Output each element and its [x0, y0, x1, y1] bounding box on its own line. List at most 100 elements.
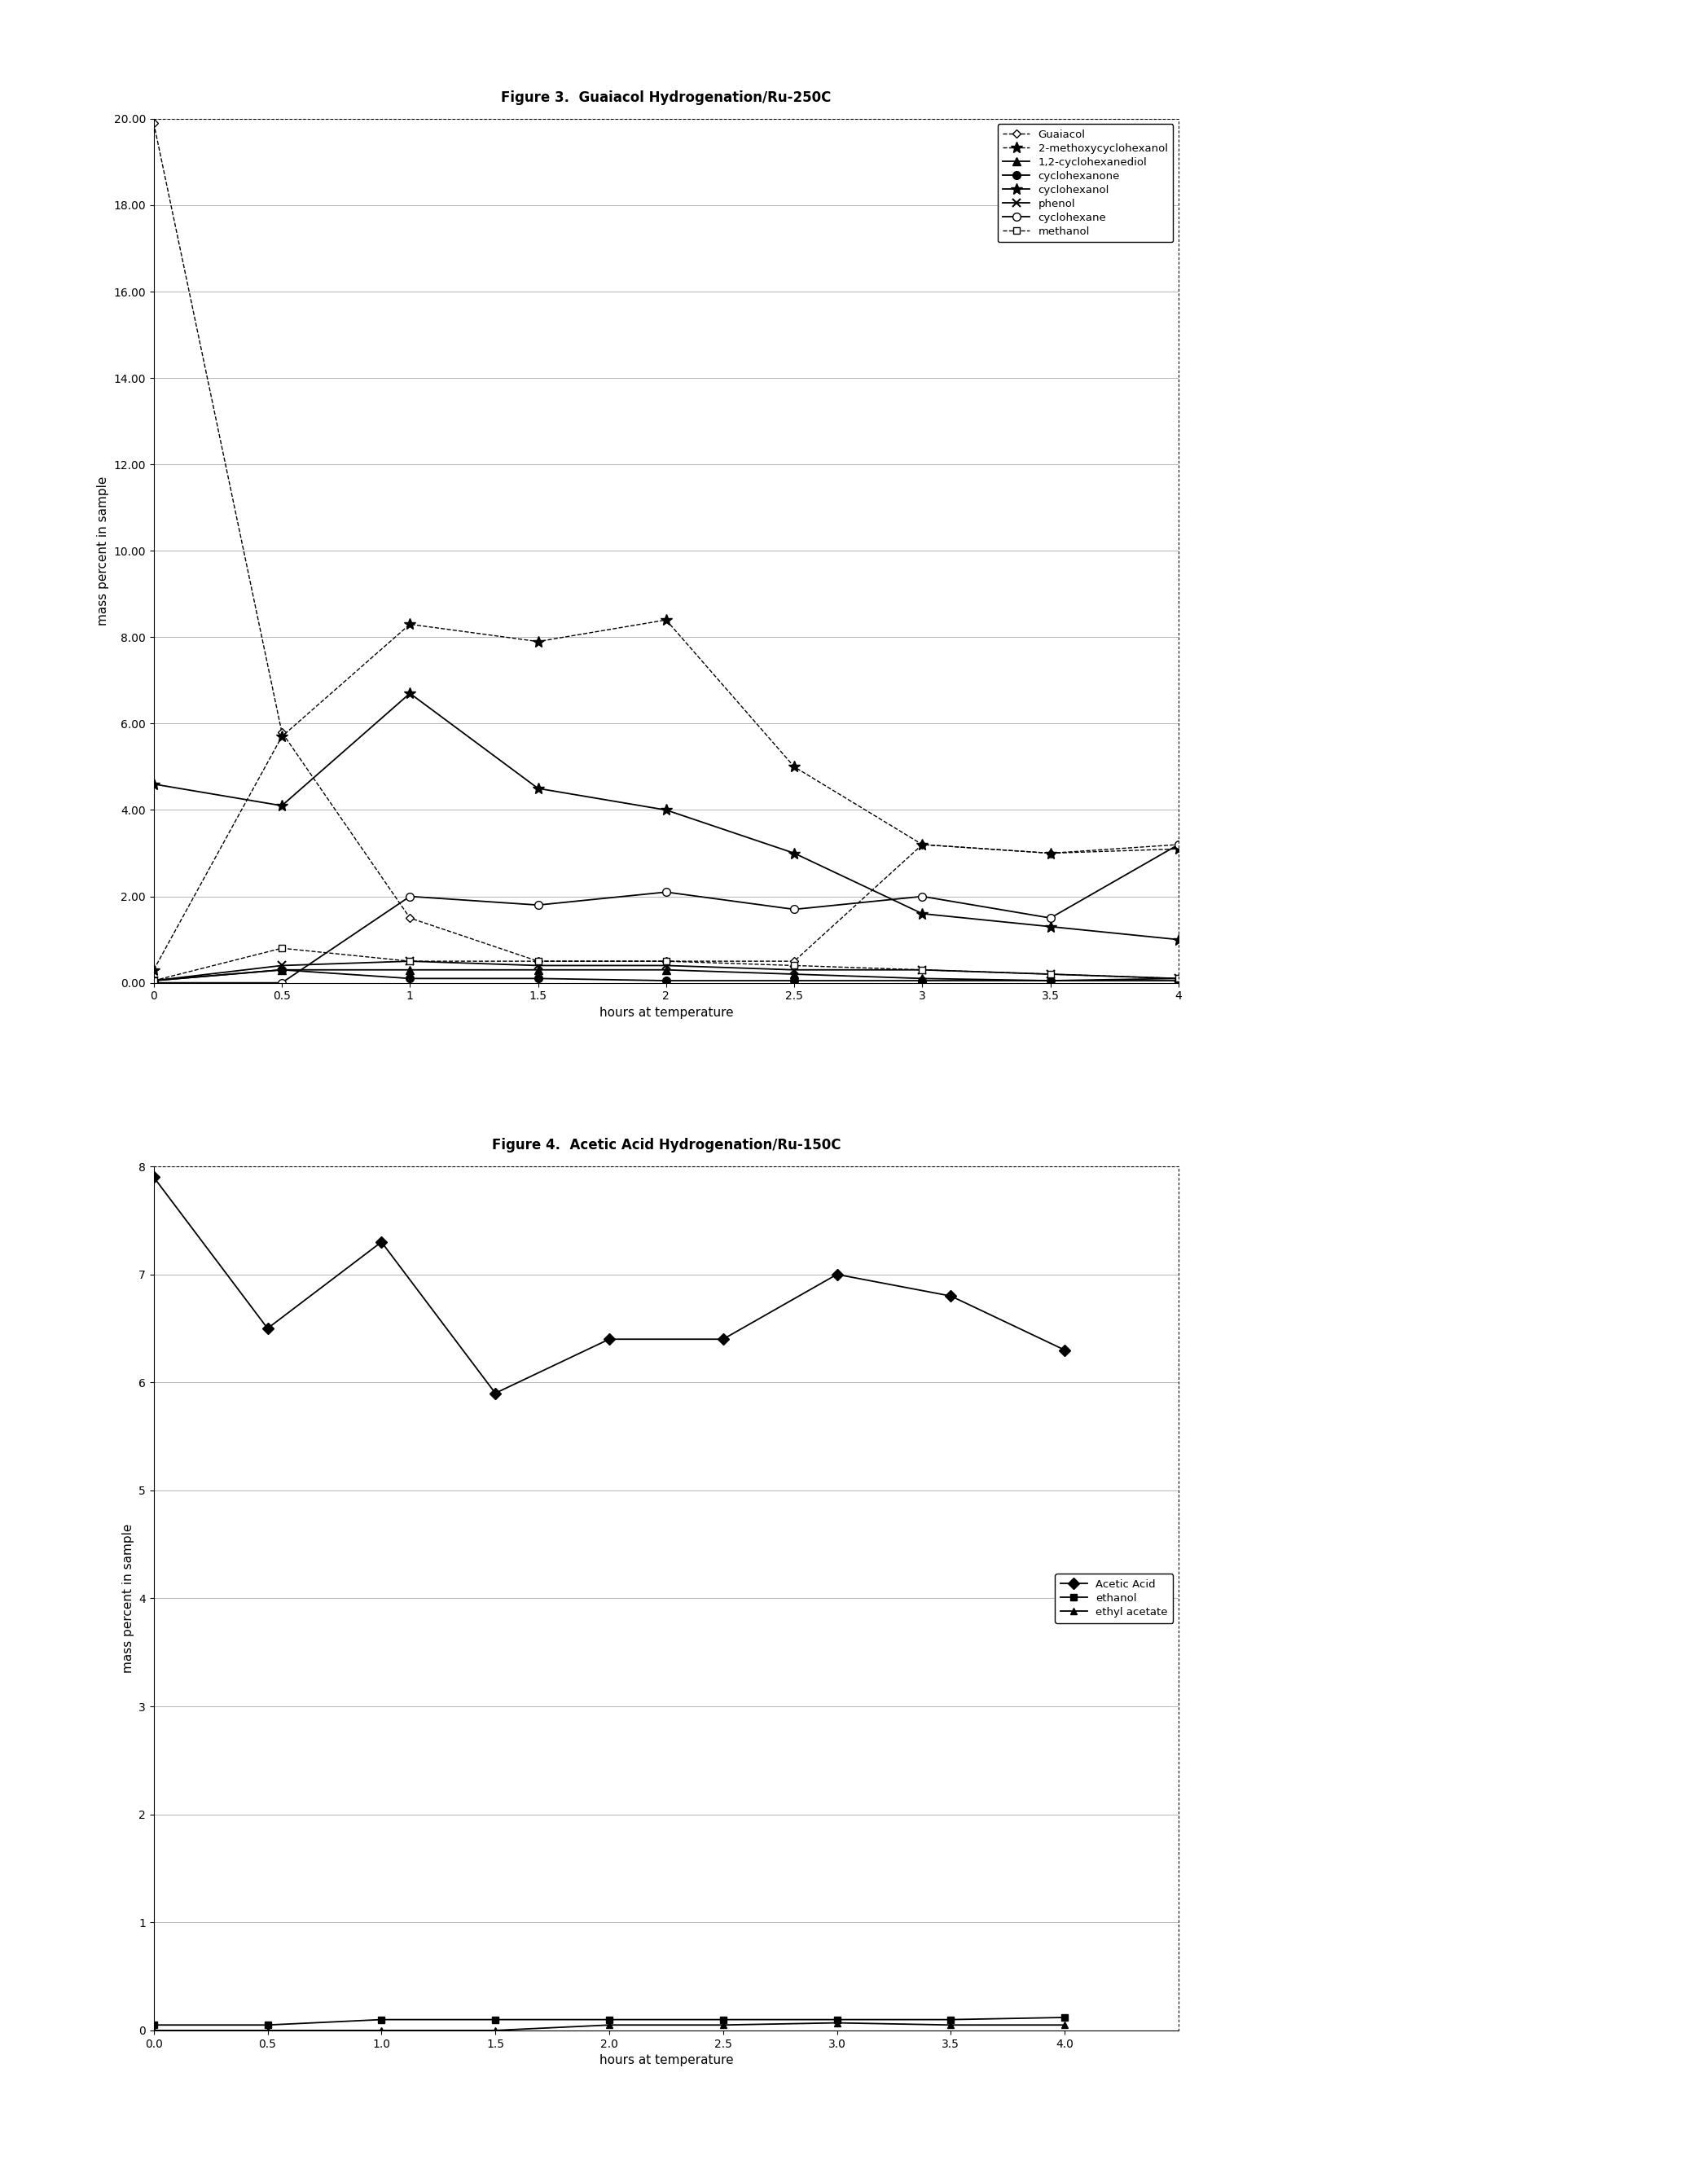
1,2-cyclohexanediol	[1168, 966, 1189, 991]
Line: Guaiacol: Guaiacol	[150, 121, 1182, 963]
2-methoxycyclohexanol	[1040, 840, 1061, 866]
Y-axis label: mass percent in sample: mass percent in sample	[97, 475, 109, 626]
ethyl acetate	[485, 2017, 506, 2043]
ethyl acetate	[258, 2017, 278, 2043]
ethyl acetate	[143, 2017, 164, 2043]
methanol	[912, 957, 933, 983]
cyclohexane	[656, 879, 676, 905]
X-axis label: hours at temperature: hours at temperature	[600, 1007, 733, 1020]
Title: Figure 4.  Acetic Acid Hydrogenation/Ru-150C: Figure 4. Acetic Acid Hydrogenation/Ru-1…	[492, 1138, 840, 1153]
methanol	[784, 953, 804, 978]
Guaiacol	[912, 832, 933, 858]
phenol	[1168, 966, 1189, 991]
cyclohexanone	[400, 966, 420, 991]
1,2-cyclohexanediol	[1040, 968, 1061, 994]
methanol	[656, 948, 676, 974]
phenol	[784, 957, 804, 983]
ethyl acetate	[712, 2013, 733, 2039]
Acetic Acid	[258, 1315, 278, 1341]
Guaiacol	[1168, 832, 1189, 858]
cyclohexanol	[784, 840, 804, 866]
1,2-cyclohexanediol	[784, 961, 804, 987]
ethyl acetate	[941, 2013, 962, 2039]
cyclohexanone	[784, 968, 804, 994]
Line: ethanol: ethanol	[150, 2013, 1068, 2028]
ethanol	[485, 2007, 506, 2033]
phenol	[912, 957, 933, 983]
phenol	[656, 953, 676, 978]
1,2-cyclohexanediol	[272, 957, 292, 983]
phenol	[1040, 961, 1061, 987]
Acetic Acid	[143, 1164, 164, 1190]
methanol	[272, 935, 292, 961]
Acetic Acid	[600, 1326, 620, 1352]
cyclohexane	[784, 896, 804, 922]
Legend: Guaiacol, 2-methoxycyclohexanol, 1,2-cyclohexanediol, cyclohexanone, cyclohexano: Guaiacol, 2-methoxycyclohexanol, 1,2-cyc…	[997, 123, 1173, 242]
phenol	[272, 953, 292, 978]
ethanol	[941, 2007, 962, 2033]
Line: methanol: methanol	[150, 944, 1182, 985]
Line: 2-methoxycyclohexanol: 2-methoxycyclohexanol	[149, 613, 1184, 976]
X-axis label: hours at temperature: hours at temperature	[600, 2054, 733, 2067]
methanol	[528, 948, 548, 974]
Acetic Acid	[941, 1283, 962, 1309]
1,2-cyclohexanediol	[656, 957, 676, 983]
cyclohexane	[400, 883, 420, 909]
cyclohexanone	[1168, 968, 1189, 994]
ethanol	[371, 2007, 391, 2033]
ethyl acetate	[600, 2013, 620, 2039]
cyclohexanol	[1040, 914, 1061, 940]
1,2-cyclohexanediol	[400, 957, 420, 983]
methanol	[1040, 961, 1061, 987]
cyclohexanol	[400, 680, 420, 706]
Acetic Acid	[712, 1326, 733, 1352]
cyclohexane	[912, 883, 933, 909]
2-methoxycyclohexanol	[784, 754, 804, 780]
ethanol	[827, 2007, 847, 2033]
Line: cyclohexanol: cyclohexanol	[149, 687, 1184, 946]
cyclohexanone	[272, 957, 292, 983]
methanol	[400, 948, 420, 974]
cyclohexane	[143, 970, 164, 996]
Guaiacol	[1040, 840, 1061, 866]
cyclohexanol	[656, 797, 676, 823]
ethyl acetate	[371, 2017, 391, 2043]
cyclohexanone	[912, 968, 933, 994]
phenol	[528, 953, 548, 978]
ethyl acetate	[1054, 2013, 1074, 2039]
Guaiacol	[272, 719, 292, 745]
1,2-cyclohexanediol	[528, 957, 548, 983]
cyclohexane	[528, 892, 548, 918]
Guaiacol	[400, 905, 420, 931]
cyclohexanol	[1168, 927, 1189, 953]
Line: cyclohexane: cyclohexane	[150, 840, 1182, 987]
cyclohexanone	[528, 966, 548, 991]
2-methoxycyclohexanol	[400, 611, 420, 637]
Guaiacol	[143, 110, 164, 136]
cyclohexanone	[656, 968, 676, 994]
2-methoxycyclohexanol	[143, 957, 164, 983]
Acetic Acid	[827, 1261, 847, 1287]
phenol	[143, 968, 164, 994]
2-methoxycyclohexanol	[528, 629, 548, 654]
Guaiacol	[528, 948, 548, 974]
Y-axis label: mass percent in sample: mass percent in sample	[121, 1523, 133, 1674]
ethanol	[600, 2007, 620, 2033]
cyclohexane	[1168, 832, 1189, 858]
Acetic Acid	[485, 1380, 506, 1406]
ethyl acetate	[827, 2009, 847, 2035]
2-methoxycyclohexanol	[656, 607, 676, 633]
cyclohexane	[1040, 905, 1061, 931]
Acetic Acid	[371, 1229, 391, 1255]
methanol	[1168, 966, 1189, 991]
ethanol	[1054, 2004, 1074, 2030]
cyclohexanol	[912, 901, 933, 927]
Line: Acetic Acid: Acetic Acid	[150, 1173, 1069, 1398]
Line: 1,2-cyclohexanediol: 1,2-cyclohexanediol	[150, 966, 1182, 985]
Line: ethyl acetate: ethyl acetate	[150, 2020, 1068, 2035]
cyclohexanone	[1040, 968, 1061, 994]
Acetic Acid	[1054, 1337, 1074, 1363]
2-methoxycyclohexanol	[1168, 836, 1189, 862]
cyclohexanol	[272, 793, 292, 819]
Line: cyclohexanone: cyclohexanone	[150, 966, 1182, 985]
